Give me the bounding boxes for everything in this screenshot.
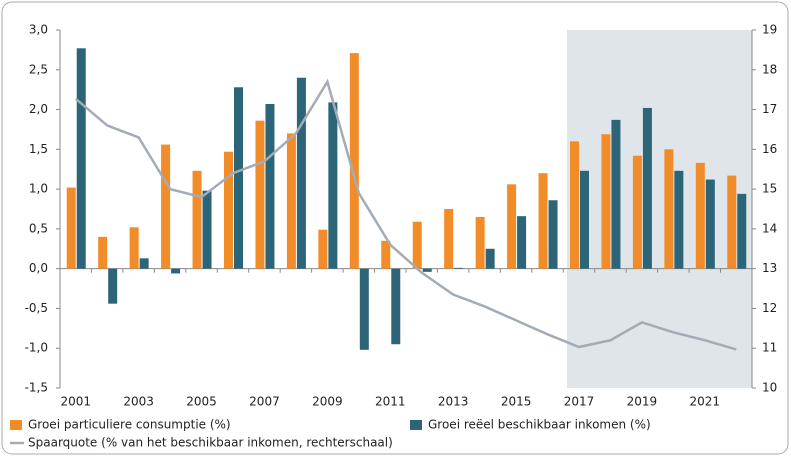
bar	[359, 268, 369, 350]
legend-label: Groei reëel beschikbaar inkomen (%)	[428, 418, 651, 432]
legend-label: Groei particuliere consumptie (%)	[28, 418, 231, 432]
bar	[161, 144, 171, 269]
y-tick-label: 0,5	[29, 221, 48, 235]
x-tick-label: 2011	[375, 395, 406, 409]
legend-swatch	[410, 420, 422, 430]
bar	[139, 258, 149, 269]
bar	[475, 216, 485, 269]
y2-tick-label: 13	[762, 261, 777, 275]
bar	[381, 240, 391, 269]
x-tick-label: 2001	[60, 395, 91, 409]
bar	[538, 173, 548, 269]
x-tick-label: 2019	[627, 395, 658, 409]
bar	[234, 87, 243, 269]
bar	[391, 268, 401, 345]
y2-tick-label: 10	[762, 381, 777, 395]
bar	[737, 193, 747, 269]
y2-tick-label: 16	[762, 142, 777, 156]
legend-label: Spaarquote (% van het beschikbaar inkome…	[28, 436, 393, 450]
bar	[664, 149, 674, 269]
bar	[129, 227, 139, 269]
bar	[695, 162, 705, 269]
x-tick-label: 2017	[564, 395, 595, 409]
y-tick-label: 3,0	[29, 23, 48, 37]
bar	[66, 187, 76, 269]
bar	[517, 216, 527, 269]
x-tick-label: 2005	[186, 395, 217, 409]
bar	[705, 179, 715, 269]
bar	[548, 200, 558, 269]
bar	[444, 209, 454, 269]
bar	[642, 107, 652, 269]
y-tick-label: -0,5	[25, 301, 48, 315]
bar	[507, 184, 517, 269]
y2-tick-label: 17	[762, 102, 777, 116]
x-tick-label: 2007	[249, 395, 280, 409]
y-tick-label: -1,5	[25, 381, 48, 395]
legend-swatch	[10, 420, 22, 430]
line	[74, 78, 737, 351]
bar	[202, 190, 212, 269]
y-tick-label: 2,5	[29, 62, 48, 76]
bar	[570, 141, 579, 269]
bar	[485, 248, 495, 269]
bar	[318, 229, 328, 269]
y-tick-label: 1,5	[29, 142, 48, 156]
x-tick-label: 2003	[123, 395, 154, 409]
x-tick-label: 2021	[690, 395, 721, 409]
y-tick-label: -1,0	[25, 341, 48, 355]
y-tick-label: 2,0	[29, 102, 48, 116]
bar	[611, 119, 621, 269]
y-tick-label: 0,0	[29, 261, 48, 275]
x-tick-label: 2015	[501, 395, 532, 409]
bar	[296, 77, 306, 269]
y2-tick-label: 12	[762, 301, 777, 315]
y-tick-label: 1,0	[29, 182, 48, 196]
bar	[454, 267, 464, 269]
bar	[224, 151, 233, 269]
bar	[108, 268, 118, 304]
y2-tick-label: 18	[762, 62, 777, 76]
y2-tick-label: 14	[762, 221, 777, 235]
bar	[76, 48, 86, 269]
bar	[286, 133, 296, 269]
x-tick-label: 2009	[312, 395, 343, 409]
bar	[422, 268, 432, 272]
bar	[580, 170, 589, 269]
bar	[98, 236, 108, 269]
y2-tick-label: 11	[762, 341, 777, 355]
bar	[632, 155, 642, 269]
bar	[674, 170, 684, 269]
bar	[192, 170, 202, 269]
y2-tick-label: 15	[762, 182, 777, 196]
bar	[255, 120, 265, 269]
bar	[727, 175, 737, 269]
bar	[171, 268, 181, 274]
bar	[412, 221, 422, 269]
forecast-shade	[567, 30, 752, 388]
x-tick-label: 2013	[438, 395, 469, 409]
bar	[328, 102, 338, 269]
bar	[601, 134, 611, 269]
y2-tick-label: 19	[762, 23, 777, 37]
bar	[265, 103, 275, 269]
bar	[349, 53, 359, 269]
